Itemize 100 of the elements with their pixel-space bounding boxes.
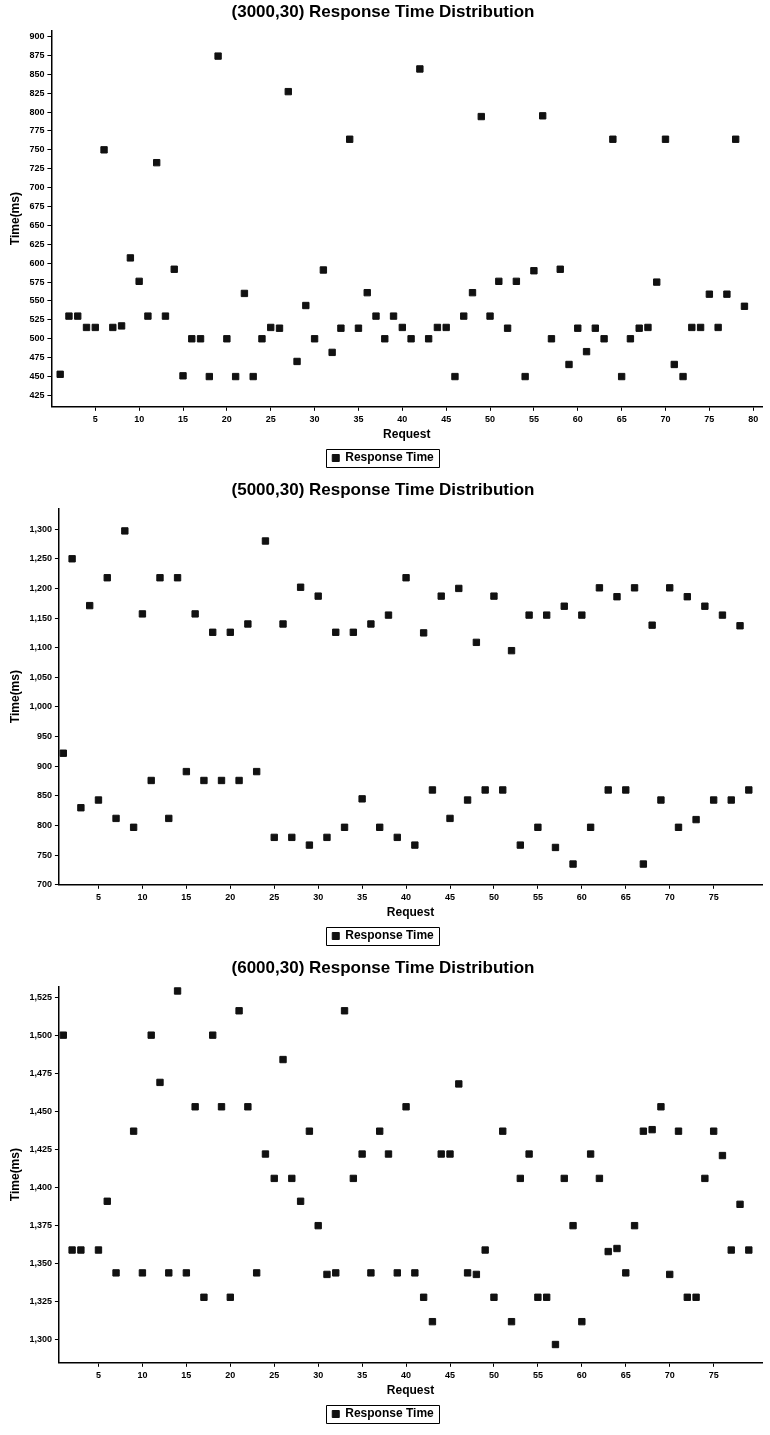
y-tick-label: 1,525 bbox=[29, 991, 52, 1002]
chart-title: (3000,30) Response Time Distribution bbox=[231, 1, 535, 21]
y-tick-label: 700 bbox=[29, 182, 45, 193]
x-tick-label: 45 bbox=[441, 413, 452, 424]
y-axis-title: Time(ms) bbox=[7, 1148, 22, 1202]
x-tick-label: 15 bbox=[178, 413, 189, 424]
y-tick-label: 775 bbox=[29, 125, 45, 136]
x-tick-label: 10 bbox=[134, 413, 145, 424]
x-tick-label: 40 bbox=[401, 891, 412, 902]
x-tick-label: 55 bbox=[528, 413, 539, 424]
x-tick-label: 25 bbox=[269, 891, 280, 902]
y-tick-label: 450 bbox=[29, 371, 45, 382]
x-tick-label: 35 bbox=[353, 413, 364, 424]
x-tick-label: 15 bbox=[181, 891, 192, 902]
x-tick-label: 20 bbox=[225, 891, 236, 902]
x-axis-title: Request bbox=[383, 427, 431, 442]
x-tick-label: 65 bbox=[620, 891, 631, 902]
x-tick-label: 25 bbox=[265, 413, 276, 424]
y-tick-label: 900 bbox=[36, 760, 52, 771]
y-tick-label: 1,375 bbox=[29, 1220, 52, 1231]
y-tick-label: 1,050 bbox=[29, 671, 52, 682]
y-tick-label: 675 bbox=[29, 200, 45, 211]
x-tick-label: 15 bbox=[181, 1369, 192, 1380]
x-tick-label: 5 bbox=[95, 1369, 101, 1380]
x-tick-label: 40 bbox=[401, 1369, 412, 1380]
y-tick-label: 950 bbox=[36, 731, 52, 742]
chart-title: (6000,30) Response Time Distribution bbox=[231, 957, 535, 977]
x-tick-label: 60 bbox=[576, 1369, 587, 1380]
x-tick-label: 5 bbox=[95, 891, 101, 902]
y-tick-label: 1,300 bbox=[29, 523, 52, 534]
x-tick-label: 10 bbox=[137, 1369, 148, 1380]
y-tick-label: 850 bbox=[36, 790, 52, 801]
x-tick-label: 50 bbox=[488, 1369, 499, 1380]
x-tick-label: 10 bbox=[137, 891, 148, 902]
x-axis-title: Request bbox=[386, 1383, 435, 1398]
x-tick-label: 5 bbox=[92, 413, 98, 424]
y-tick-label: 700 bbox=[36, 879, 52, 890]
y-tick-label: 875 bbox=[29, 49, 45, 60]
x-tick-label: 40 bbox=[397, 413, 408, 424]
y-tick-label: 1,350 bbox=[29, 1258, 52, 1269]
x-tick-label: 45 bbox=[445, 1369, 456, 1380]
x-tick-label: 65 bbox=[620, 1369, 631, 1380]
x-tick-label: 80 bbox=[748, 413, 759, 424]
legend-label: Response Time bbox=[345, 928, 435, 943]
y-axis-title: Time(ms) bbox=[7, 192, 22, 246]
y-tick-label: 1,300 bbox=[29, 1334, 52, 1345]
y-tick-label: 600 bbox=[29, 257, 45, 268]
y-tick-label: 1,250 bbox=[29, 553, 52, 564]
x-tick-label: 55 bbox=[532, 891, 543, 902]
x-tick-label: 55 bbox=[532, 1369, 543, 1380]
y-tick-label: 650 bbox=[29, 219, 45, 230]
y-tick-label: 900 bbox=[29, 30, 45, 41]
y-axis-title: Time(ms) bbox=[7, 670, 22, 724]
y-tick-label: 475 bbox=[29, 352, 45, 363]
x-tick-label: 75 bbox=[704, 413, 715, 424]
y-tick-label: 1,425 bbox=[29, 1143, 52, 1154]
x-tick-label: 35 bbox=[357, 891, 368, 902]
y-tick-label: 625 bbox=[29, 238, 45, 249]
x-tick-label: 70 bbox=[664, 891, 675, 902]
x-tick-label: 50 bbox=[485, 413, 496, 424]
x-tick-label: 60 bbox=[572, 413, 583, 424]
y-tick-label: 800 bbox=[36, 820, 52, 831]
x-tick-label: 30 bbox=[313, 891, 324, 902]
x-tick-label: 60 bbox=[576, 891, 587, 902]
y-tick-label: 1,150 bbox=[29, 612, 52, 623]
y-tick-label: 825 bbox=[29, 87, 45, 98]
y-tick-label: 750 bbox=[29, 144, 45, 155]
y-tick-label: 1,450 bbox=[29, 1105, 52, 1116]
x-tick-label: 20 bbox=[221, 413, 232, 424]
x-axis-title: Request bbox=[386, 905, 435, 920]
y-tick-label: 575 bbox=[29, 276, 45, 287]
x-tick-label: 65 bbox=[616, 413, 627, 424]
x-tick-label: 70 bbox=[664, 1369, 675, 1380]
y-tick-label: 500 bbox=[29, 333, 45, 344]
y-tick-label: 850 bbox=[29, 68, 45, 79]
y-tick-label: 525 bbox=[29, 314, 45, 325]
y-tick-label: 1,325 bbox=[29, 1296, 52, 1307]
y-tick-label: 1,400 bbox=[29, 1182, 52, 1193]
y-tick-label: 800 bbox=[29, 106, 45, 117]
y-tick-label: 725 bbox=[29, 163, 45, 174]
x-tick-label: 75 bbox=[708, 891, 719, 902]
legend-label: Response Time bbox=[345, 1406, 435, 1421]
x-tick-label: 25 bbox=[269, 1369, 280, 1380]
y-tick-label: 550 bbox=[29, 295, 45, 306]
y-tick-label: 750 bbox=[36, 849, 52, 860]
y-tick-label: 1,500 bbox=[29, 1029, 52, 1040]
y-tick-label: 425 bbox=[29, 389, 45, 400]
x-tick-label: 30 bbox=[313, 1369, 324, 1380]
x-tick-label: 75 bbox=[708, 1369, 719, 1380]
x-tick-label: 20 bbox=[225, 1369, 236, 1380]
x-tick-label: 30 bbox=[309, 413, 320, 424]
chart-title: (5000,30) Response Time Distribution bbox=[231, 479, 535, 499]
y-tick-label: 1,200 bbox=[29, 582, 52, 593]
y-tick-label: 1,475 bbox=[29, 1067, 52, 1078]
x-tick-label: 70 bbox=[660, 413, 671, 424]
y-tick-label: 1,000 bbox=[29, 701, 52, 712]
legend-label: Response Time bbox=[345, 450, 435, 465]
x-tick-label: 50 bbox=[488, 891, 499, 902]
x-tick-label: 35 bbox=[357, 1369, 368, 1380]
y-tick-label: 1,100 bbox=[29, 642, 52, 653]
